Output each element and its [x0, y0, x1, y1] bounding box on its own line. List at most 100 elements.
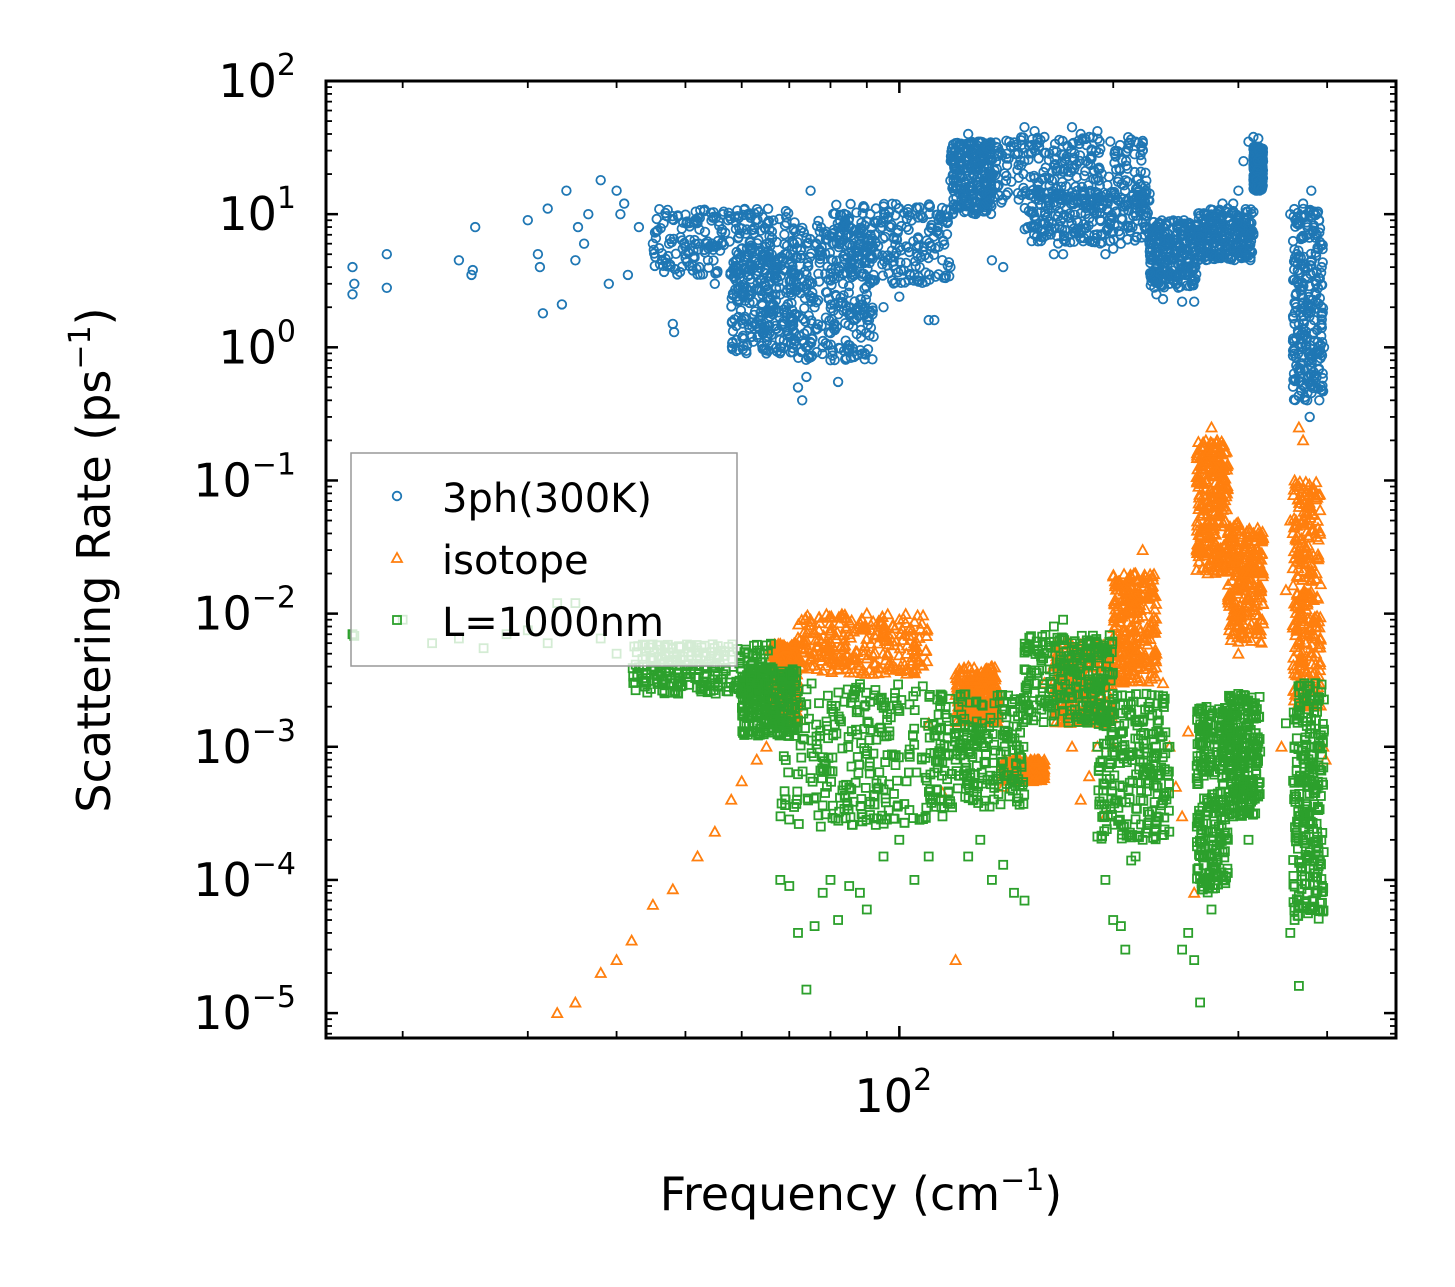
data-point — [1211, 208, 1223, 220]
data-point — [1130, 136, 1141, 147]
data-point — [870, 217, 881, 229]
data-point — [838, 225, 850, 236]
data-point — [859, 302, 871, 313]
data-point — [716, 226, 727, 238]
data-point — [1047, 166, 1058, 177]
data-point — [868, 656, 883, 669]
data-point — [887, 198, 898, 210]
data-point — [1019, 121, 1030, 133]
data-point — [732, 210, 743, 222]
data-point — [1193, 213, 1205, 224]
data-point — [1248, 131, 1259, 143]
data-point — [816, 249, 828, 261]
data-point — [751, 270, 762, 281]
data-point — [857, 246, 868, 258]
data-point — [827, 345, 839, 356]
data-point — [848, 351, 860, 363]
data-point — [1169, 234, 1181, 246]
data-point — [851, 207, 862, 218]
data-point — [1166, 269, 1177, 280]
data-point — [847, 649, 861, 662]
data-point — [854, 622, 868, 634]
data-point — [1058, 230, 1070, 241]
data-point — [770, 323, 782, 335]
data-point — [875, 628, 889, 641]
data-point — [1119, 185, 1131, 197]
data-point — [901, 221, 912, 233]
data-point — [1193, 208, 1204, 219]
data-point — [920, 629, 934, 641]
data-point — [812, 610, 826, 623]
data-point — [786, 290, 797, 301]
data-point — [929, 314, 940, 326]
data-point — [1218, 235, 1229, 246]
data-point — [1206, 214, 1217, 226]
data-point — [1122, 131, 1134, 143]
data-point — [796, 250, 807, 261]
data-point — [1229, 233, 1240, 244]
data-point — [770, 342, 781, 354]
data-point — [903, 242, 914, 253]
data-point — [1049, 223, 1060, 234]
data-point — [1254, 146, 1265, 157]
data-point — [861, 327, 872, 339]
data-point — [801, 371, 812, 383]
data-point — [835, 292, 846, 303]
data-point — [583, 208, 594, 220]
data-point — [799, 303, 810, 314]
data-point — [829, 354, 840, 366]
data-point — [950, 202, 962, 214]
data-point — [662, 204, 673, 216]
data-point — [860, 632, 874, 644]
data-point — [1155, 234, 1166, 246]
data-point — [736, 314, 747, 326]
data-point — [924, 201, 936, 213]
data-point — [846, 271, 858, 283]
data-point — [882, 656, 896, 669]
data-point — [764, 237, 776, 249]
data-point — [856, 643, 870, 656]
data-point — [888, 260, 899, 271]
plot-marks — [347, 121, 1333, 1018]
data-point — [857, 208, 868, 219]
data-point — [915, 251, 927, 263]
data-point — [803, 237, 814, 248]
data-point — [1108, 200, 1120, 211]
data-point — [865, 229, 876, 241]
data-point — [1144, 268, 1156, 279]
data-point — [970, 208, 981, 220]
data-point — [969, 158, 980, 169]
data-point — [881, 260, 893, 271]
data-point — [712, 267, 723, 279]
data-point — [611, 185, 622, 196]
data-point — [1293, 318, 1305, 330]
data-point — [797, 625, 811, 637]
data-point — [803, 261, 814, 272]
data-point — [1116, 154, 1128, 166]
data-point — [681, 218, 692, 229]
data-point — [1174, 281, 1186, 293]
data-point — [844, 657, 858, 670]
data-point — [1026, 201, 1038, 212]
data-point — [786, 235, 798, 247]
data-point — [1110, 206, 1121, 218]
data-point — [743, 319, 754, 331]
data-point — [867, 253, 878, 264]
data-point — [1293, 251, 1304, 262]
data-point — [1131, 203, 1143, 215]
data-point — [928, 231, 940, 242]
data-point — [1315, 267, 1327, 279]
data-point — [1298, 303, 1309, 315]
data-point — [840, 318, 851, 329]
data-point — [1018, 182, 1029, 194]
data-point — [766, 226, 778, 237]
data-point — [1048, 160, 1060, 171]
data-point — [920, 654, 934, 667]
data-point — [860, 349, 871, 360]
data-point — [987, 154, 998, 165]
data-point — [850, 304, 861, 316]
data-point — [727, 288, 739, 299]
data-point — [1245, 228, 1256, 240]
data-point — [766, 232, 778, 244]
data-point — [687, 265, 699, 276]
